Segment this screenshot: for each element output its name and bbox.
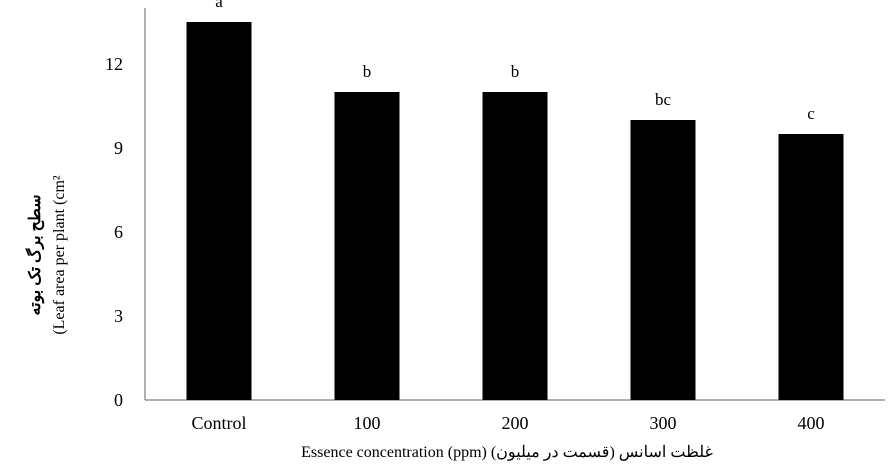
y-tick-label: 12 [105, 54, 123, 74]
bar [186, 22, 252, 400]
y-axis-title-en: (Leaf area per plant (cm² [51, 175, 68, 335]
y-tick-label: 9 [114, 138, 123, 158]
bar [630, 120, 696, 400]
y-tick-label: 0 [114, 390, 123, 410]
bars [186, 22, 844, 400]
y-tick-label: 6 [114, 222, 123, 242]
y-axis-title: سطح برگ تک بوته (Leaf area per plant (cm… [25, 175, 68, 335]
bar [334, 92, 400, 400]
significance-letter: bc [655, 90, 672, 109]
category-label: Control [191, 413, 246, 433]
significance-letter: b [363, 62, 372, 81]
x-axis-title: Essence concentration (ppm) غلظت اسانس (… [301, 444, 713, 461]
category-labels: Control 100 200 300 400 [191, 413, 824, 433]
bar [778, 134, 844, 400]
category-label: 200 [502, 413, 529, 433]
category-label: 100 [354, 413, 381, 433]
significance-letter: a [215, 0, 223, 11]
y-axis-title-fa: سطح برگ تک بوته [25, 195, 45, 316]
y-tick-label: 3 [114, 306, 123, 326]
category-label: 300 [650, 413, 677, 433]
significance-letters: a b b bc c [215, 0, 815, 123]
significance-letter: c [807, 104, 815, 123]
bar [482, 92, 548, 400]
significance-letter: b [511, 62, 520, 81]
y-axis-ticks: 0 3 6 9 12 [105, 54, 123, 410]
category-label: 400 [798, 413, 825, 433]
